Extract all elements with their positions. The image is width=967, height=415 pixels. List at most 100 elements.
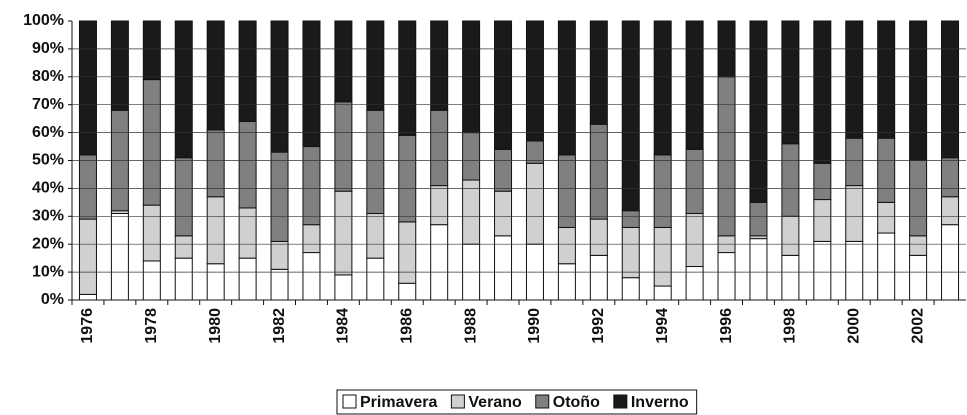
bar-segment	[909, 235, 928, 256]
bar-segment	[78, 20, 97, 156]
x-tick-label: 2000	[845, 308, 862, 344]
x-tick-label: 1976	[79, 308, 96, 344]
bar-segment	[909, 20, 928, 161]
x-tick-label: 1992	[590, 308, 607, 344]
bar-segment	[813, 199, 832, 242]
bar-segment	[909, 160, 928, 237]
bar-segment	[653, 226, 672, 287]
bar-segment	[366, 257, 385, 301]
legend-label: Otoño	[553, 394, 600, 411]
bar-segment	[845, 240, 864, 301]
bar-segment	[302, 20, 321, 148]
legend-swatch	[613, 394, 628, 409]
x-tick-label: 1986	[398, 308, 415, 344]
x-tick-label: 1982	[271, 308, 288, 344]
bar-segment	[174, 20, 193, 159]
x-tick-label: 2002	[909, 308, 926, 344]
bar-segment	[142, 260, 161, 301]
bar-segment	[717, 252, 736, 301]
bar-segment	[430, 20, 449, 111]
bar-segment	[749, 20, 768, 203]
x-tick-label: 1998	[782, 308, 799, 344]
bar-segment	[685, 213, 704, 268]
legend-swatch	[342, 394, 357, 409]
bar-segment	[621, 20, 640, 212]
bar-segment	[302, 224, 321, 254]
bar-segment	[877, 201, 896, 234]
legend-swatch	[450, 394, 465, 409]
bar-segment	[270, 268, 289, 301]
bar-segment	[238, 257, 257, 301]
bar-segment	[430, 224, 449, 301]
bar-segment	[174, 235, 193, 259]
y-tick-label: 60%	[32, 124, 64, 141]
y-tick-label: 90%	[32, 40, 64, 57]
bar-segment	[366, 20, 385, 111]
bar-segment	[813, 162, 832, 201]
bar-segment	[941, 224, 960, 301]
bar-segment	[270, 151, 289, 242]
bar-segment	[174, 257, 193, 301]
x-tick-label: 1996	[718, 308, 735, 344]
bar-segment	[238, 207, 257, 259]
bar-segment	[749, 201, 768, 237]
x-tick-label: 1994	[654, 308, 671, 344]
bar-segment	[781, 143, 800, 217]
bar-segment	[781, 20, 800, 145]
bar-segment	[206, 129, 225, 198]
bar-segment	[621, 226, 640, 279]
bar-segment	[557, 226, 576, 265]
y-tick-label: 20%	[32, 235, 64, 252]
bar-segment	[238, 20, 257, 122]
y-tick-label: 0%	[41, 291, 64, 308]
bar-segment	[589, 218, 608, 256]
legend-label: Verano	[468, 394, 522, 411]
bar-segment	[366, 213, 385, 259]
x-tick-label: 1980	[207, 308, 224, 344]
bar-segment	[302, 146, 321, 226]
bar-segment	[206, 263, 225, 301]
bar-segment	[494, 235, 513, 301]
bar-segment	[653, 20, 672, 156]
legend-swatch	[535, 394, 550, 409]
bar-segment	[142, 20, 161, 81]
bar-segment	[813, 240, 832, 301]
x-tick-label: 1978	[143, 308, 160, 344]
x-tick-label: 1988	[462, 308, 479, 344]
bar-segment	[78, 218, 97, 295]
bar-segment	[877, 137, 896, 203]
bar-segment	[621, 210, 640, 228]
bar-segment	[589, 20, 608, 125]
bar-segment	[813, 20, 832, 164]
bar-segment	[909, 254, 928, 301]
bar-segment	[845, 185, 864, 242]
bar-segment	[334, 274, 353, 301]
bar-segment	[494, 190, 513, 237]
legend-box	[336, 389, 698, 415]
bar-segment	[206, 196, 225, 265]
bar-segment	[270, 20, 289, 153]
bar-segment	[398, 134, 417, 223]
bar-segment	[462, 179, 481, 245]
y-tick-label: 50%	[32, 152, 64, 169]
bar-segment	[685, 266, 704, 301]
bar-segment	[398, 282, 417, 301]
bar-segment	[302, 252, 321, 301]
legend-label: Primavera	[360, 394, 437, 411]
bar-segment	[589, 254, 608, 301]
y-tick-label: 80%	[32, 68, 64, 85]
bar-segment	[334, 20, 353, 103]
bar-segment	[941, 196, 960, 226]
bar-segment	[941, 157, 960, 198]
bar-segment	[781, 215, 800, 256]
bar-segment	[557, 263, 576, 301]
y-tick-label: 70%	[32, 96, 64, 113]
bar-segment	[749, 238, 768, 301]
bar-segment	[398, 221, 417, 284]
bar-segment	[717, 76, 736, 237]
bar-segment	[525, 20, 544, 142]
bar-segment	[398, 20, 417, 136]
bar-segment	[206, 20, 225, 131]
bar-segment	[877, 232, 896, 301]
